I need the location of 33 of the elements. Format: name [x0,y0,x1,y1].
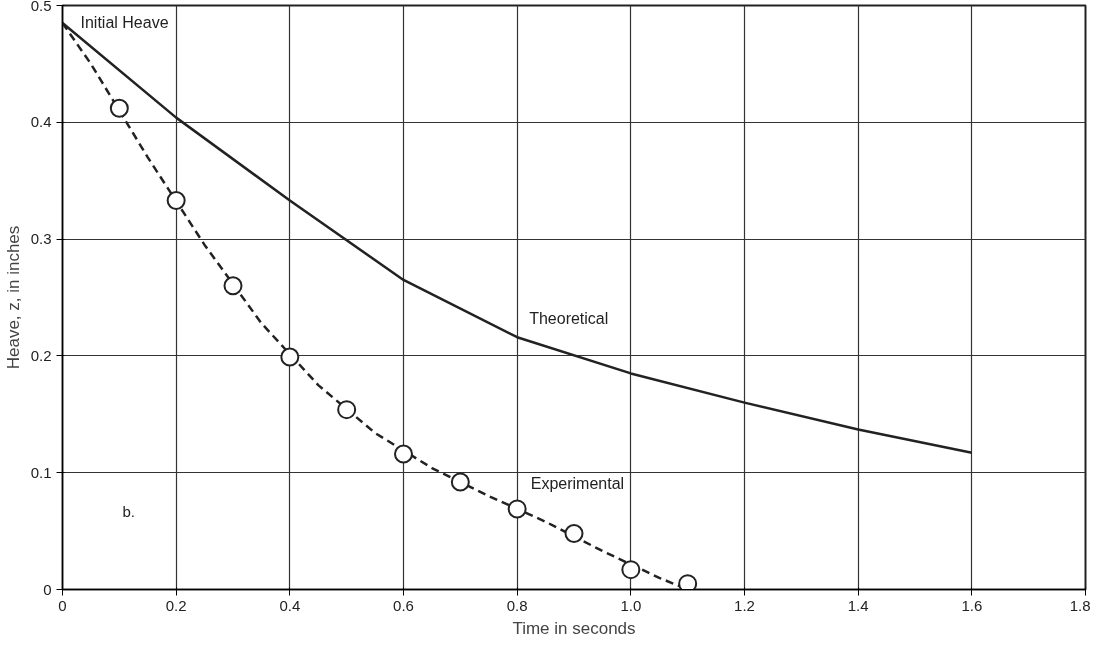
point [280,347,300,367]
point [337,400,357,420]
y-tick-label: 0.5 [30,0,52,14]
point [223,276,243,296]
x-tick-label: 0.6 [393,596,414,614]
x-tick-label: 0.2 [165,596,187,614]
x-tick-label: 0 [58,596,67,614]
x-tick-label: 1.6 [961,596,983,614]
point [507,499,527,519]
point [394,444,413,464]
point [678,574,698,590]
y-tick-label: 0 [43,580,52,598]
y-tick-label: 0.1 [30,463,52,481]
y-axis-title: Heave, z, in inches [3,225,23,370]
x-tick-label: 0.4 [279,596,301,614]
point [564,523,584,543]
x-tick-label: 1.0 [620,596,642,614]
x-tick-label: 1.2 [734,596,755,614]
point [109,98,129,118]
annotation: Initial Heave [80,14,169,32]
point [621,560,641,580]
x-tick-label: 1.4 [847,596,869,614]
x-tick-label: 0.8 [506,596,528,614]
series-label: Theoretical [529,310,609,328]
x-axis-title: Time in seconds [512,618,636,638]
annotation: b. [122,502,136,520]
y-tick-label: 0.4 [30,113,52,131]
y-tick-label: 0.2 [30,346,52,364]
point [166,191,186,211]
y-tick-label: 0.3 [30,230,52,248]
point [450,472,470,492]
series-label: Experimental [530,475,625,493]
x-tick-label: 1.8 [1069,596,1091,614]
